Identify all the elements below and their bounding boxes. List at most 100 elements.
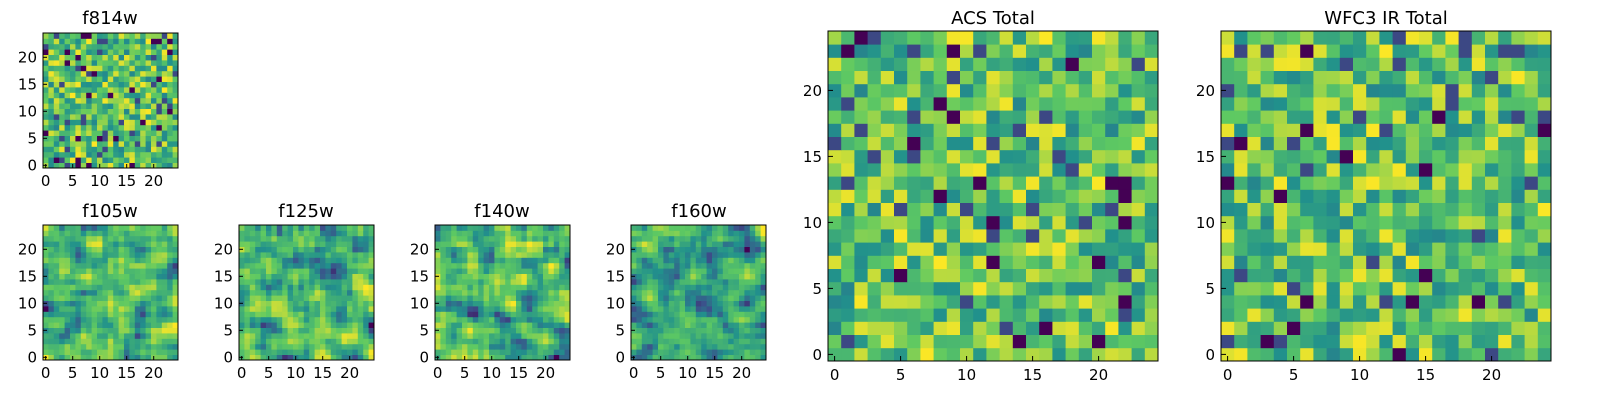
x-tick-label: 0 <box>41 172 51 190</box>
heatmap-cell <box>303 268 310 274</box>
heatmap-cell <box>118 92 125 99</box>
heatmap-cell <box>303 279 310 285</box>
heatmap-cell <box>499 241 506 247</box>
heatmap-cell <box>744 289 751 296</box>
heatmap-cell <box>1524 70 1539 85</box>
y-tick-label: 10 <box>606 295 625 313</box>
heatmap-cell <box>690 306 697 312</box>
heatmap-cell <box>755 354 761 361</box>
heatmap-cell <box>1313 163 1327 177</box>
heatmap-cell <box>156 262 163 269</box>
heatmap-cell <box>494 311 501 318</box>
heatmap-cell <box>124 38 130 45</box>
heatmap-cell <box>1524 57 1539 71</box>
heatmap-cell <box>102 124 109 131</box>
heatmap-cell <box>526 306 533 312</box>
heatmap-cell <box>43 43 49 50</box>
heatmap-cell <box>363 295 369 301</box>
heatmap-cell <box>663 262 670 269</box>
heatmap-cell <box>43 241 49 247</box>
heatmap-cell <box>260 300 267 307</box>
heatmap-cell <box>663 349 670 355</box>
heatmap-cell <box>1326 334 1341 349</box>
heatmap-cell <box>722 230 729 237</box>
heatmap-cell <box>946 308 961 322</box>
heatmap-cell <box>70 225 76 231</box>
heatmap-cell <box>472 279 479 285</box>
heatmap-cell <box>1432 255 1446 269</box>
heatmap-cell <box>129 54 136 61</box>
heatmap-cell <box>80 54 87 61</box>
heatmap-cell <box>156 279 163 285</box>
heatmap-cell <box>1392 202 1407 217</box>
heatmap-cell <box>341 289 348 296</box>
heatmap-cell <box>287 349 294 355</box>
heatmap-cell <box>946 321 961 335</box>
heatmap-cell <box>440 343 447 350</box>
heatmap-cell <box>48 43 55 50</box>
heatmap-cell <box>357 230 364 237</box>
y-tick-label: 5 <box>812 280 822 298</box>
heatmap-cell <box>1078 97 1093 111</box>
y-tick-label: 5 <box>419 322 429 340</box>
heatmap-cell <box>1339 163 1354 177</box>
heatmap-cell <box>113 295 119 301</box>
heatmap-cell <box>129 306 136 312</box>
heatmap-cell <box>1221 242 1235 256</box>
heatmap-cell <box>1052 295 1066 309</box>
heatmap-cell <box>722 279 729 285</box>
heatmap-cell <box>986 255 1000 269</box>
heatmap-cell <box>553 262 560 269</box>
heatmap-cell <box>102 241 109 247</box>
y-tick-label: 10 <box>214 295 233 313</box>
heatmap-cell <box>1485 70 1499 85</box>
heatmap-cell <box>276 262 283 269</box>
heatmap-cell <box>1379 255 1393 269</box>
heatmap-cell <box>64 92 71 99</box>
heatmap-cell <box>1392 229 1407 243</box>
heatmap-cell <box>347 343 353 350</box>
heatmap-cell <box>282 306 288 312</box>
heatmap-cell <box>309 327 315 334</box>
heatmap-cell <box>717 333 724 339</box>
heatmap-cell <box>53 108 60 115</box>
heatmap-cell <box>1144 321 1159 335</box>
heatmap-cell <box>505 252 511 258</box>
heatmap-cell <box>739 273 745 280</box>
heatmap-cell <box>755 349 761 355</box>
heatmap-cell <box>679 235 686 242</box>
heatmap-cell <box>1419 97 1433 111</box>
heatmap-cell <box>129 284 136 291</box>
heatmap-cell <box>134 141 141 147</box>
axes-frame <box>434 224 571 361</box>
heatmap-cell <box>151 70 157 77</box>
heatmap-cell <box>255 241 261 247</box>
heatmap-cell <box>1458 176 1473 190</box>
heatmap-cell <box>483 300 490 307</box>
heatmap-cell <box>276 306 283 312</box>
heatmap-cell <box>156 124 163 131</box>
heatmap-cell <box>1273 334 1288 349</box>
heatmap-cell <box>249 230 256 237</box>
heatmap-cell <box>999 308 1014 322</box>
heatmap-cell <box>352 316 359 323</box>
heatmap-cell <box>722 322 729 328</box>
heatmap-cell <box>309 257 315 264</box>
heatmap-cell <box>80 354 87 361</box>
heatmap-cell <box>986 321 1000 335</box>
heatmap-cell <box>999 229 1014 243</box>
heatmap-cell <box>134 60 141 66</box>
heatmap-cell <box>70 333 76 339</box>
heatmap-cell <box>712 273 718 280</box>
heatmap-cell <box>1287 308 1301 322</box>
heatmap-cell <box>986 97 1000 111</box>
heatmap-cell <box>472 327 479 334</box>
heatmap-cell <box>1144 295 1159 309</box>
heatmap-cell <box>717 343 724 350</box>
heatmap-cell <box>1326 163 1341 177</box>
heatmap-cell <box>1234 70 1248 85</box>
heatmap-cell <box>107 252 114 258</box>
x-tick-label: 15 <box>1023 366 1042 384</box>
heatmap-cell <box>271 354 278 361</box>
